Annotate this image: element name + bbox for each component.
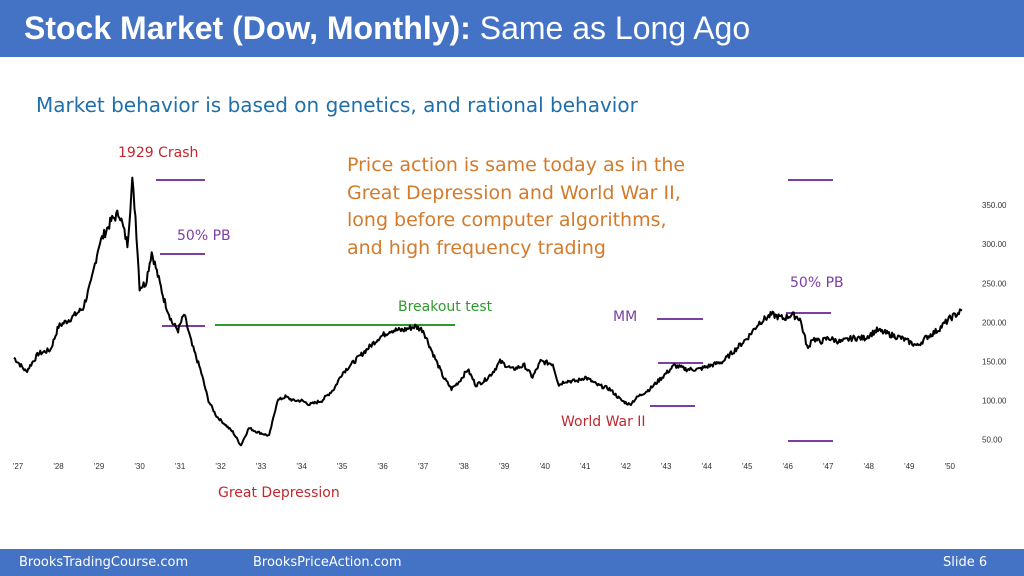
slide-number: Slide 6 [943,555,988,570]
y-tick-label: 100.00 [982,397,1007,406]
x-tick-label: '50 [945,462,956,471]
x-tick-label: '47 [823,462,834,471]
slide-title: Stock Market (Dow, Monthly): Same as Lon… [24,9,750,47]
x-tick-label: '41 [580,462,591,471]
x-tick-label: '37 [418,462,429,471]
dow-price-line [13,176,963,447]
x-tick-label: '42 [620,462,631,471]
x-tick-label: '31 [175,462,186,471]
x-tick-label: '39 [499,462,510,471]
x-tick-label: '45 [742,462,753,471]
x-tick-label: '40 [539,462,550,471]
x-tick-label: '33 [256,462,267,471]
x-tick-label: '30 [134,462,145,471]
x-tick-label: '43 [661,462,672,471]
x-tick-label: '48 [864,462,875,471]
x-tick-label: '32 [215,462,226,471]
x-axis-ticks: '27 '28 '29 '30 '31 '32 '33 '34 '35 '36 '37 '38 '39 '… [13,462,956,471]
x-tick-label: '38 [458,462,469,471]
x-tick-label: '28 [53,462,64,471]
x-tick-label: '29 [94,462,105,471]
y-axis-ticks: 50.00 100.00 150.00 200.00 250.00 300.00 350.0… [982,201,1007,445]
x-tick-label: '49 [904,462,915,471]
y-tick-label: 200.00 [982,318,1007,327]
price-action-note: Price action is same today as in the Gre… [347,152,685,262]
slide-title-bold: Stock Market (Dow, Monthly): [24,10,471,46]
note-line: long before computer algorithms, [347,209,667,231]
title-bar [0,0,1024,57]
x-tick-label: '34 [296,462,307,471]
x-tick-label: '46 [783,462,794,471]
y-tick-label: 350.00 [982,201,1007,210]
footer-site-2: BrooksPriceAction.com [253,555,402,570]
slide-title-rest: Same as Long Ago [470,10,751,46]
y-tick-label: 300.00 [982,240,1007,249]
x-tick-label: '35 [337,462,348,471]
annotation-great-depression: Great Depression [218,485,340,501]
annotation-50pb-1930: 50% PB [177,228,231,244]
footer-bar: BrooksTradingCourse.com BrooksPriceActio… [0,549,1024,576]
note-line: and high frequency trading [347,236,606,259]
annotation-mm: MM [613,309,638,325]
y-tick-label: 150.00 [982,358,1007,367]
y-tick-label: 50.00 [982,436,1003,445]
x-tick-label: '44 [702,462,713,471]
annotation-breakout-test: Breakout test [398,299,493,315]
annotation-50pb-1946: 50% PB [790,275,844,291]
y-tick-label: 250.00 [982,279,1007,288]
annotation-1929-crash: 1929 Crash [118,145,199,161]
footer-site-1: BrooksTradingCourse.com [19,555,189,570]
note-line: Price action is same today as in the [347,154,686,176]
reference-lines [156,179,833,442]
note-line: Great Depression and World War II, [347,181,681,204]
x-tick-label: '36 [377,462,388,471]
slide-subtitle: Market behavior is based on genetics, an… [36,93,638,117]
annotation-world-war-ii: World War II [561,414,646,430]
x-tick-label: '27 [13,462,24,471]
